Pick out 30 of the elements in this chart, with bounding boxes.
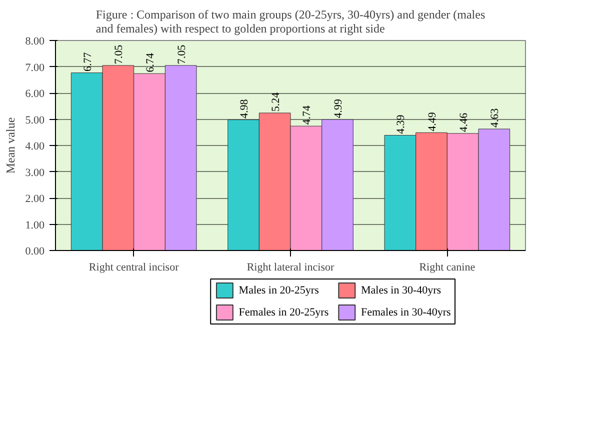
x-tick-label: Right canine <box>419 262 476 274</box>
y-tick-label: 8.00 <box>25 36 45 48</box>
data-label: 4.39 <box>395 114 408 134</box>
data-label: 7.05 <box>176 44 188 64</box>
legend-label: Males in 30-40yrs <box>361 284 442 296</box>
y-tick-label: 6.00 <box>25 88 45 100</box>
data-label: 4.99 <box>332 98 344 118</box>
data-label: 4.63 <box>489 108 502 128</box>
y-tick-label: 4.00 <box>25 140 45 152</box>
data-label: 5.24 <box>270 92 282 112</box>
data-label: 6.74 <box>144 52 156 72</box>
data-label: 4.74 <box>301 105 314 125</box>
data-label: 4.46 <box>458 112 470 132</box>
legend-label: Males in 20-25yrs <box>238 284 319 296</box>
x-tick-label: Right central incisor <box>88 262 180 274</box>
x-tick-label: Right lateral incisor <box>246 262 335 274</box>
legend-label: Females in 20-25yrs <box>238 306 329 318</box>
y-tick-label: 0.00 <box>25 246 45 258</box>
data-label: 4.98 <box>238 98 250 118</box>
data-label: 4.49 <box>426 112 438 132</box>
y-axis-title: Mean value <box>3 117 18 174</box>
y-tick-label: 2.00 <box>25 193 45 205</box>
y-tick-label: 1.00 <box>25 219 45 232</box>
y-tick-label: 3.00 <box>25 166 45 179</box>
chart-title: Figure : Comparison of two main groups (20-25yrs, 30-40yrs) and gender (males and females) with respect to golden proportions at right side <box>96 8 486 36</box>
y-tick-label: 5.00 <box>25 114 45 126</box>
data-label: 6.77 <box>82 52 94 72</box>
y-tick-label: 7.00 <box>25 62 45 74</box>
data-label: 7.05 <box>113 44 126 64</box>
legend-label: Females in 30-40yrs <box>361 306 451 318</box>
